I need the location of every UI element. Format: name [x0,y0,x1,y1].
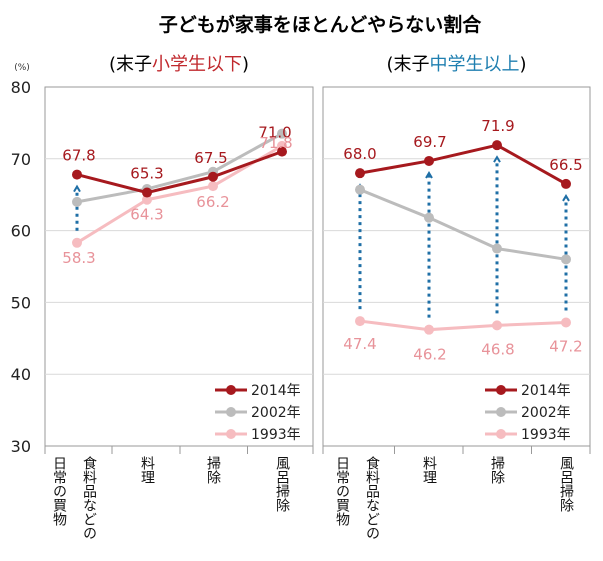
panel-1-point-2014年 [142,187,152,198]
panel-1-data-label: 64.3 [130,206,163,224]
panel-2-series-line-2002年 [359,188,567,261]
panel-1-subtitle-prefix: (末子 [109,54,152,75]
panel-2-point-2002年 [492,243,502,254]
panel-2-legend-marker [496,385,506,395]
panel-1-legend-marker [226,407,236,417]
panel-2-point-1993年 [424,324,434,335]
panel-1-legend-label: 1993年 [251,427,301,443]
x-category-label: 掃除 [205,455,221,484]
panel-2-legend-label: 1993年 [521,427,571,443]
panel-2-point-2014年 [492,140,502,151]
panel-2-series-line-1993年 [359,319,567,332]
panel-2-legend-marker [496,429,506,439]
panel-2-point-1993年 [561,317,571,328]
panel-1-frame [44,86,314,447]
panel-2-legend-label: 2002年 [521,405,571,421]
panel-1-subtitle-suffix: ) [242,54,249,75]
panel-1-point-2014年 [208,171,218,182]
panel-2-data-label: 68.0 [343,145,376,163]
panel-2-data-label: 66.5 [549,156,582,174]
panel-1-point-1993年 [142,194,152,205]
panel-1-data-label: 67.5 [194,149,227,167]
panel-1-subtitle: (末子小学生以下) [109,54,249,75]
panel-2-data-label: 71.9 [481,117,514,135]
panel-2-legend-marker [496,407,506,417]
y-tick-label: 30 [11,437,31,456]
x-category-label: 料理 [139,456,155,484]
panel-2-subtitle-prefix: (末子 [386,54,429,75]
panel-2-data-label: 69.7 [413,133,446,151]
panel-2-data-label: 46.8 [481,340,514,358]
panel-2-data-label: 47.4 [343,335,376,353]
panel-2-point-2014年 [355,168,365,179]
y-tick-label: 40 [11,365,31,384]
x-category-label: 風呂掃除 [558,456,574,512]
panel-2-point-2002年 [355,184,365,195]
panel-1-subtitle-highlight: 小学生以下 [152,54,242,75]
y-tick-label: 60 [11,222,31,241]
panel-1-legend-marker [226,385,236,395]
x-category-label: 掃除 [489,455,505,484]
chart-title: 子どもが家事をほとんどやらない割合 [159,13,482,36]
y-tick-label: 50 [11,293,31,312]
panel-2-subtitle-highlight: 中学生以上 [430,54,520,75]
x-category-label: 食料品などの [364,455,380,540]
panel-2-data-label: 47.2 [549,338,582,356]
panel-1-legend-label: 2014年 [251,383,301,399]
panel-2-series-line-2014年 [359,143,567,186]
y-tick-label: 80 [11,78,31,97]
y-unit-label: (%) [14,63,30,73]
x-category-label: 風呂掃除 [274,456,290,512]
panel-2-point-2002年 [424,212,434,223]
x-category-label: 日常の買物 [334,456,350,527]
panel-1-point-2014年 [277,146,287,157]
panel-1-legend-marker [226,429,236,439]
panel-1-point-1993年 [208,181,218,192]
panel-2-point-1993年 [492,320,502,331]
panel-1-series-line-2014年 [76,150,283,195]
x-category-label: 料理 [421,456,437,484]
panel-1-point-1993年 [72,237,82,248]
panel-1-point-2014年 [72,169,82,180]
panel-1-data-label: 67.8 [62,147,95,165]
panel-1-series-line-1993年 [76,144,283,245]
panel-2-point-1993年 [355,316,365,327]
panel-1-data-label: 71.8 [259,134,292,152]
panel-1-data-label: 71.0 [258,124,291,142]
panel-1-series-line-2002年 [76,132,283,204]
panel-2-point-2002年 [561,254,571,265]
panel-2-point-2014年 [561,178,571,189]
panel-2-frame [322,86,591,447]
panel-1-data-label: 58.3 [62,249,95,267]
panel-2-data-label: 46.2 [413,346,446,364]
x-category-label: 食料品などの [81,455,97,540]
panel-1-data-label: 66.2 [196,193,229,211]
panel-1-data-label: 65.3 [130,165,163,183]
panel-2-point-2014年 [424,155,434,166]
x-category-label: 日常の買物 [51,456,67,527]
panel-1-point-2002年 [72,196,82,207]
panel-2-legend-label: 2014年 [521,383,571,399]
panel-1-legend-label: 2002年 [251,405,301,421]
y-tick-label: 70 [11,150,31,169]
panel-2-subtitle-suffix: ) [520,54,527,75]
panel-1-point-2002年 [277,128,287,139]
panel-2-subtitle: (末子中学生以上) [386,54,526,75]
